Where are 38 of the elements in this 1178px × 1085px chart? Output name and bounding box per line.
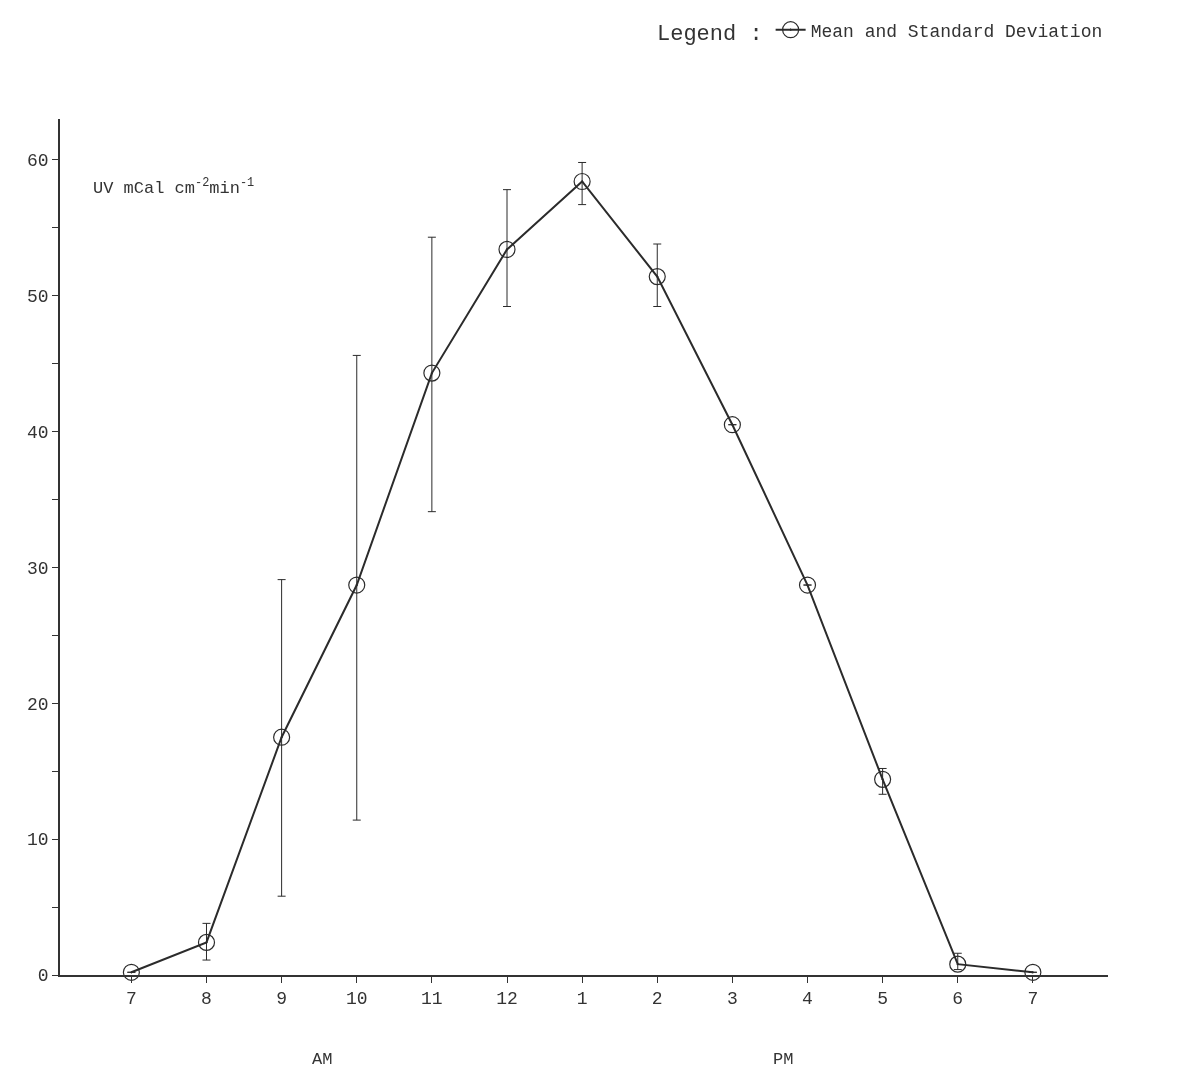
point: [573, 172, 591, 191]
legend-title: Legend :: [657, 22, 763, 48]
point: [798, 576, 817, 594]
text: PM: [773, 1050, 794, 1069]
point: [498, 240, 516, 259]
point: [348, 576, 366, 594]
text: AM: [312, 1050, 333, 1069]
point: [949, 955, 967, 973]
x-tick-label: 7: [125, 989, 137, 1010]
y-tick-label: 30: [27, 558, 49, 579]
legend-label: Mean and Standard Deviation: [810, 21, 1103, 42]
y-tick-label: 60: [27, 151, 49, 172]
x-tick-label: 6: [952, 989, 964, 1010]
y-tick-label: 10: [27, 830, 49, 851]
point: [723, 416, 741, 434]
point: [197, 933, 216, 951]
x-tick-label: 10: [345, 989, 368, 1010]
x-tick-label: 3: [726, 989, 738, 1010]
y-tick-label: 20: [27, 694, 49, 715]
x-tick-label: 12: [496, 989, 518, 1010]
y-tick-label: 40: [27, 422, 49, 443]
x-tick-label: 5: [877, 989, 889, 1010]
x-tick-label: 1: [576, 989, 588, 1010]
x-tick-label: 4: [802, 989, 813, 1010]
x-tick-label: 9: [276, 989, 288, 1010]
point: [273, 728, 291, 746]
y-tick-label: 50: [27, 286, 49, 307]
x-tick-label: 11: [421, 989, 443, 1010]
x-tick-label: 8: [201, 989, 212, 1010]
y-tick-label: 0: [37, 966, 49, 987]
point: [423, 364, 441, 382]
x-tick-label: 2: [651, 989, 663, 1010]
point: [1024, 963, 1042, 981]
x-tick-label: 7: [1027, 989, 1039, 1010]
point: [874, 770, 892, 788]
point: [122, 963, 140, 981]
point: [648, 268, 666, 286]
y-axis-title: UV mCal cm$^{-2}$min$^{-1}$: [93, 176, 255, 199]
